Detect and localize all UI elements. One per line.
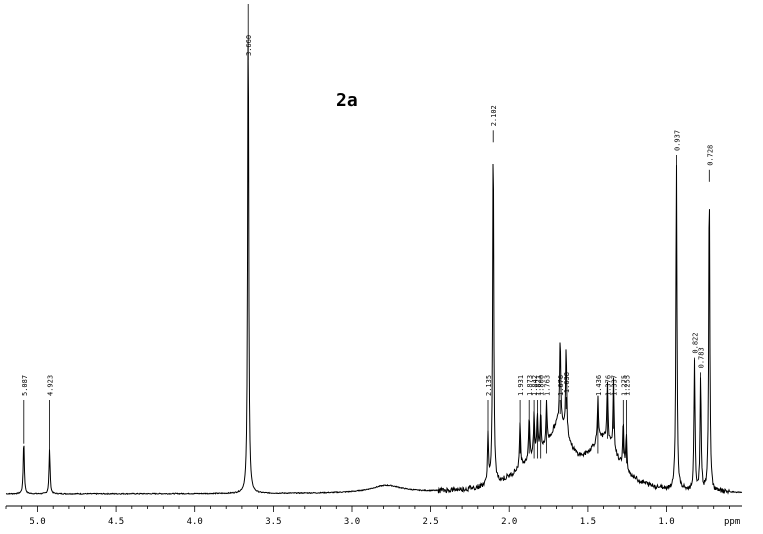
- peak-label: 0.728: [706, 145, 714, 166]
- peak-label: 1.436: [595, 375, 603, 396]
- peak-label: 0.937: [673, 130, 681, 151]
- x-tick-label: 1.5: [580, 517, 596, 527]
- x-tick-label: 4.5: [108, 517, 124, 527]
- peak-label: 1.275: [620, 375, 628, 396]
- peak-label: 1.763: [544, 375, 552, 396]
- x-tick-label: 1.0: [658, 517, 674, 527]
- x-axis-ticks: 5.0 4.5 4.0 3.5 3.0 2.5 2.0 1.5 1.0: [5, 506, 730, 527]
- peak-label: 0.822: [692, 333, 700, 354]
- peak-label: 1.376: [604, 375, 612, 396]
- spectrum-trace: [5, 39, 743, 495]
- compound-label: 2a: [336, 90, 358, 111]
- peak-label: 1.842: [531, 375, 539, 396]
- peak-label: 5.087: [21, 375, 29, 396]
- x-tick-label: 4.0: [187, 517, 203, 527]
- peak-label: 1.337: [611, 375, 619, 396]
- peak-label: 3.660: [245, 35, 253, 56]
- peak-label: 1.873: [526, 375, 534, 396]
- x-tick-label: 3.5: [265, 517, 281, 527]
- peak-labels: 5.087 4.923 3.660 2.135 2.102 1.931 1.8731.842…: [21, 4, 714, 464]
- x-axis-unit-label: ppm: [724, 517, 740, 527]
- peak-label: 1.255: [623, 375, 631, 396]
- x-tick-label: 5.0: [29, 517, 45, 527]
- x-tick-label: 2.0: [501, 517, 517, 527]
- peak-label: 1.931: [517, 375, 525, 396]
- peak-label: 0.783: [698, 347, 706, 368]
- peak-label: 1.821: [534, 375, 542, 396]
- peak-label: 1.800: [538, 375, 546, 396]
- peak-label: 2.102: [490, 105, 498, 126]
- peak-label: 2.135: [485, 375, 493, 396]
- x-tick-label: 2.5: [422, 517, 438, 527]
- x-tick-label: 3.0: [344, 517, 360, 527]
- peak-label: 4.923: [47, 375, 55, 396]
